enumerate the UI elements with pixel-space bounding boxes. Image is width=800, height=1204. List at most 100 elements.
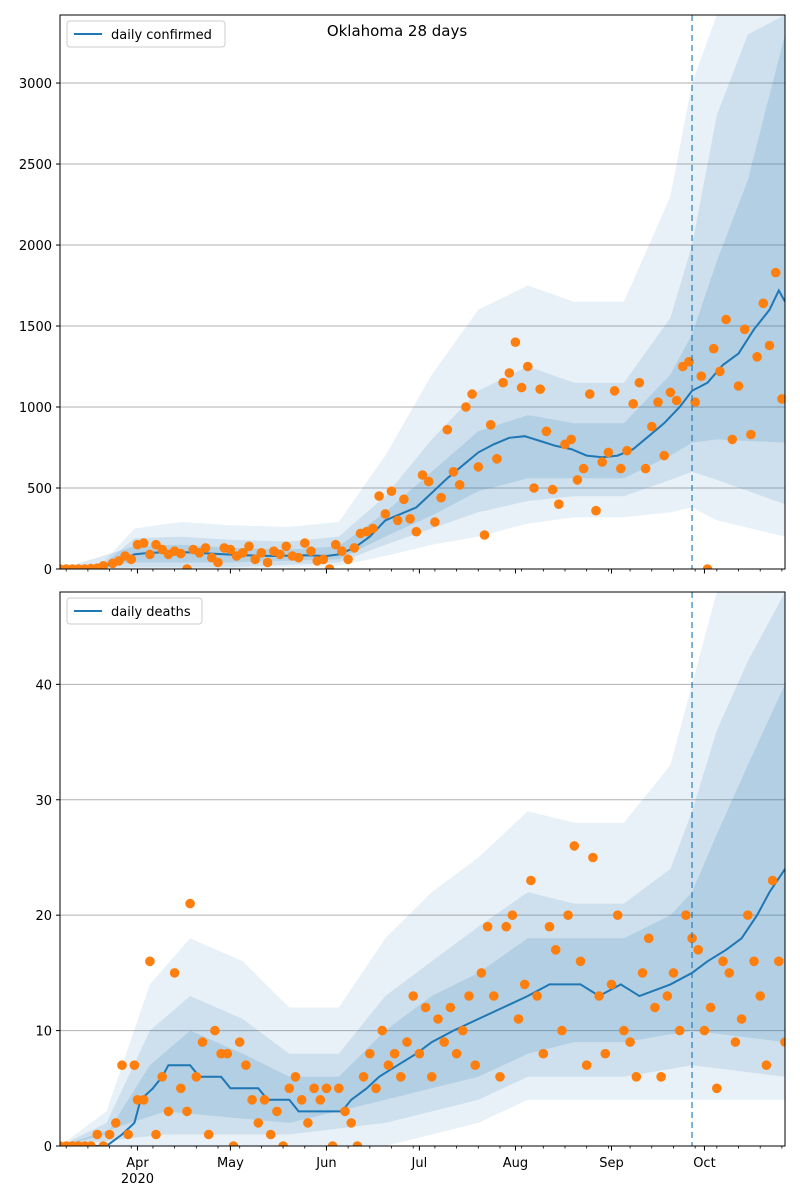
observed-point [733,381,744,391]
observed-point [578,463,589,474]
observed-point [377,1025,388,1036]
observed-point [473,462,484,472]
uncertainty-band-outer [60,15,785,569]
observed-point [402,1037,412,1047]
observed-point [423,476,434,487]
observed-point [138,538,149,548]
observed-point [399,494,409,505]
observed-point [609,386,620,396]
observed-point [780,1037,785,1047]
observed-point [138,1095,149,1105]
legend-box [66,20,226,48]
legend-label: daily confirmed [111,28,212,43]
observed-point [625,1037,635,1047]
observed-point [365,1048,375,1059]
x-tick-label: May [217,1156,244,1171]
y-tick-label: 1500 [19,320,52,335]
observed-point [668,968,679,978]
observed-point [519,979,530,990]
observed-point [98,561,109,569]
y-tick-label: 0 [44,563,52,578]
observed-point [145,549,155,560]
observed-point [411,526,422,537]
observed-point [464,991,474,1001]
observed-point [234,1037,245,1047]
observed-point [238,548,248,558]
observed-point [461,402,471,412]
observed-point [442,424,453,435]
observed-point [145,956,155,967]
observed-point [687,933,697,944]
observed-point [182,1106,192,1117]
observed-point [197,1037,208,1047]
observed-point [526,875,536,886]
observed-point [761,1060,772,1070]
observed-point [523,361,533,372]
observed-point [318,554,329,565]
x-tick-label: Aug [503,1156,528,1171]
observed-point [727,434,738,445]
x-tick-label: Sep [599,1156,624,1171]
observed-point [259,1095,270,1105]
observed-point [693,945,703,955]
observed-point [250,554,260,565]
observed-point [396,1072,406,1082]
observed-point [529,483,539,493]
observed-point [699,1025,710,1036]
observed-point [600,1048,611,1059]
observed-point [507,910,518,920]
observed-point [200,543,211,553]
y-tick-label: 2000 [19,239,52,254]
observed-point [244,541,254,552]
observed-point [151,1129,161,1140]
observed-point [368,523,378,534]
observed-point [210,1025,220,1036]
observed-point [482,921,493,932]
observed-point [337,546,347,556]
observed-point [247,1095,257,1105]
observed-point [92,1129,102,1140]
observed-point [588,852,598,863]
observed-point [315,1095,326,1105]
observed-point [752,352,762,362]
observed-point [383,1060,394,1070]
observed-point [643,933,654,944]
observed-point [659,450,669,461]
observed-point [513,1014,524,1024]
observed-point [228,1141,239,1146]
observed-point [774,956,784,967]
observed-point [436,492,446,503]
observed-point [123,1129,133,1140]
observed-point [764,340,775,351]
observed-point [191,1072,202,1082]
uncertainty-band-inner [60,34,785,569]
observed-point [386,486,397,497]
observed-point [557,1025,567,1036]
observed-point [358,1072,369,1082]
observed-point [554,499,564,510]
legend-label: daily deaths [111,605,191,620]
observed-point [262,557,273,568]
observed-point [392,515,403,526]
observed-point [671,395,682,406]
observed-point [389,1048,400,1059]
observed-point [86,1141,96,1146]
observed-point [293,552,304,563]
observed-point [746,429,756,440]
observed-point [104,1129,115,1140]
observed-point [647,421,657,432]
uncertainty-band-outer [60,592,785,1146]
observed-point [755,991,765,1001]
observed-point [405,514,415,524]
y-tick-label: 2500 [19,158,52,173]
observed-point [628,399,638,409]
observed-point [535,384,545,395]
observed-point [157,1072,167,1082]
observed-point [470,1060,481,1070]
observed-point [417,470,428,480]
observed-point [176,1083,186,1094]
observed-point [371,1083,381,1094]
observed-point [492,454,502,464]
